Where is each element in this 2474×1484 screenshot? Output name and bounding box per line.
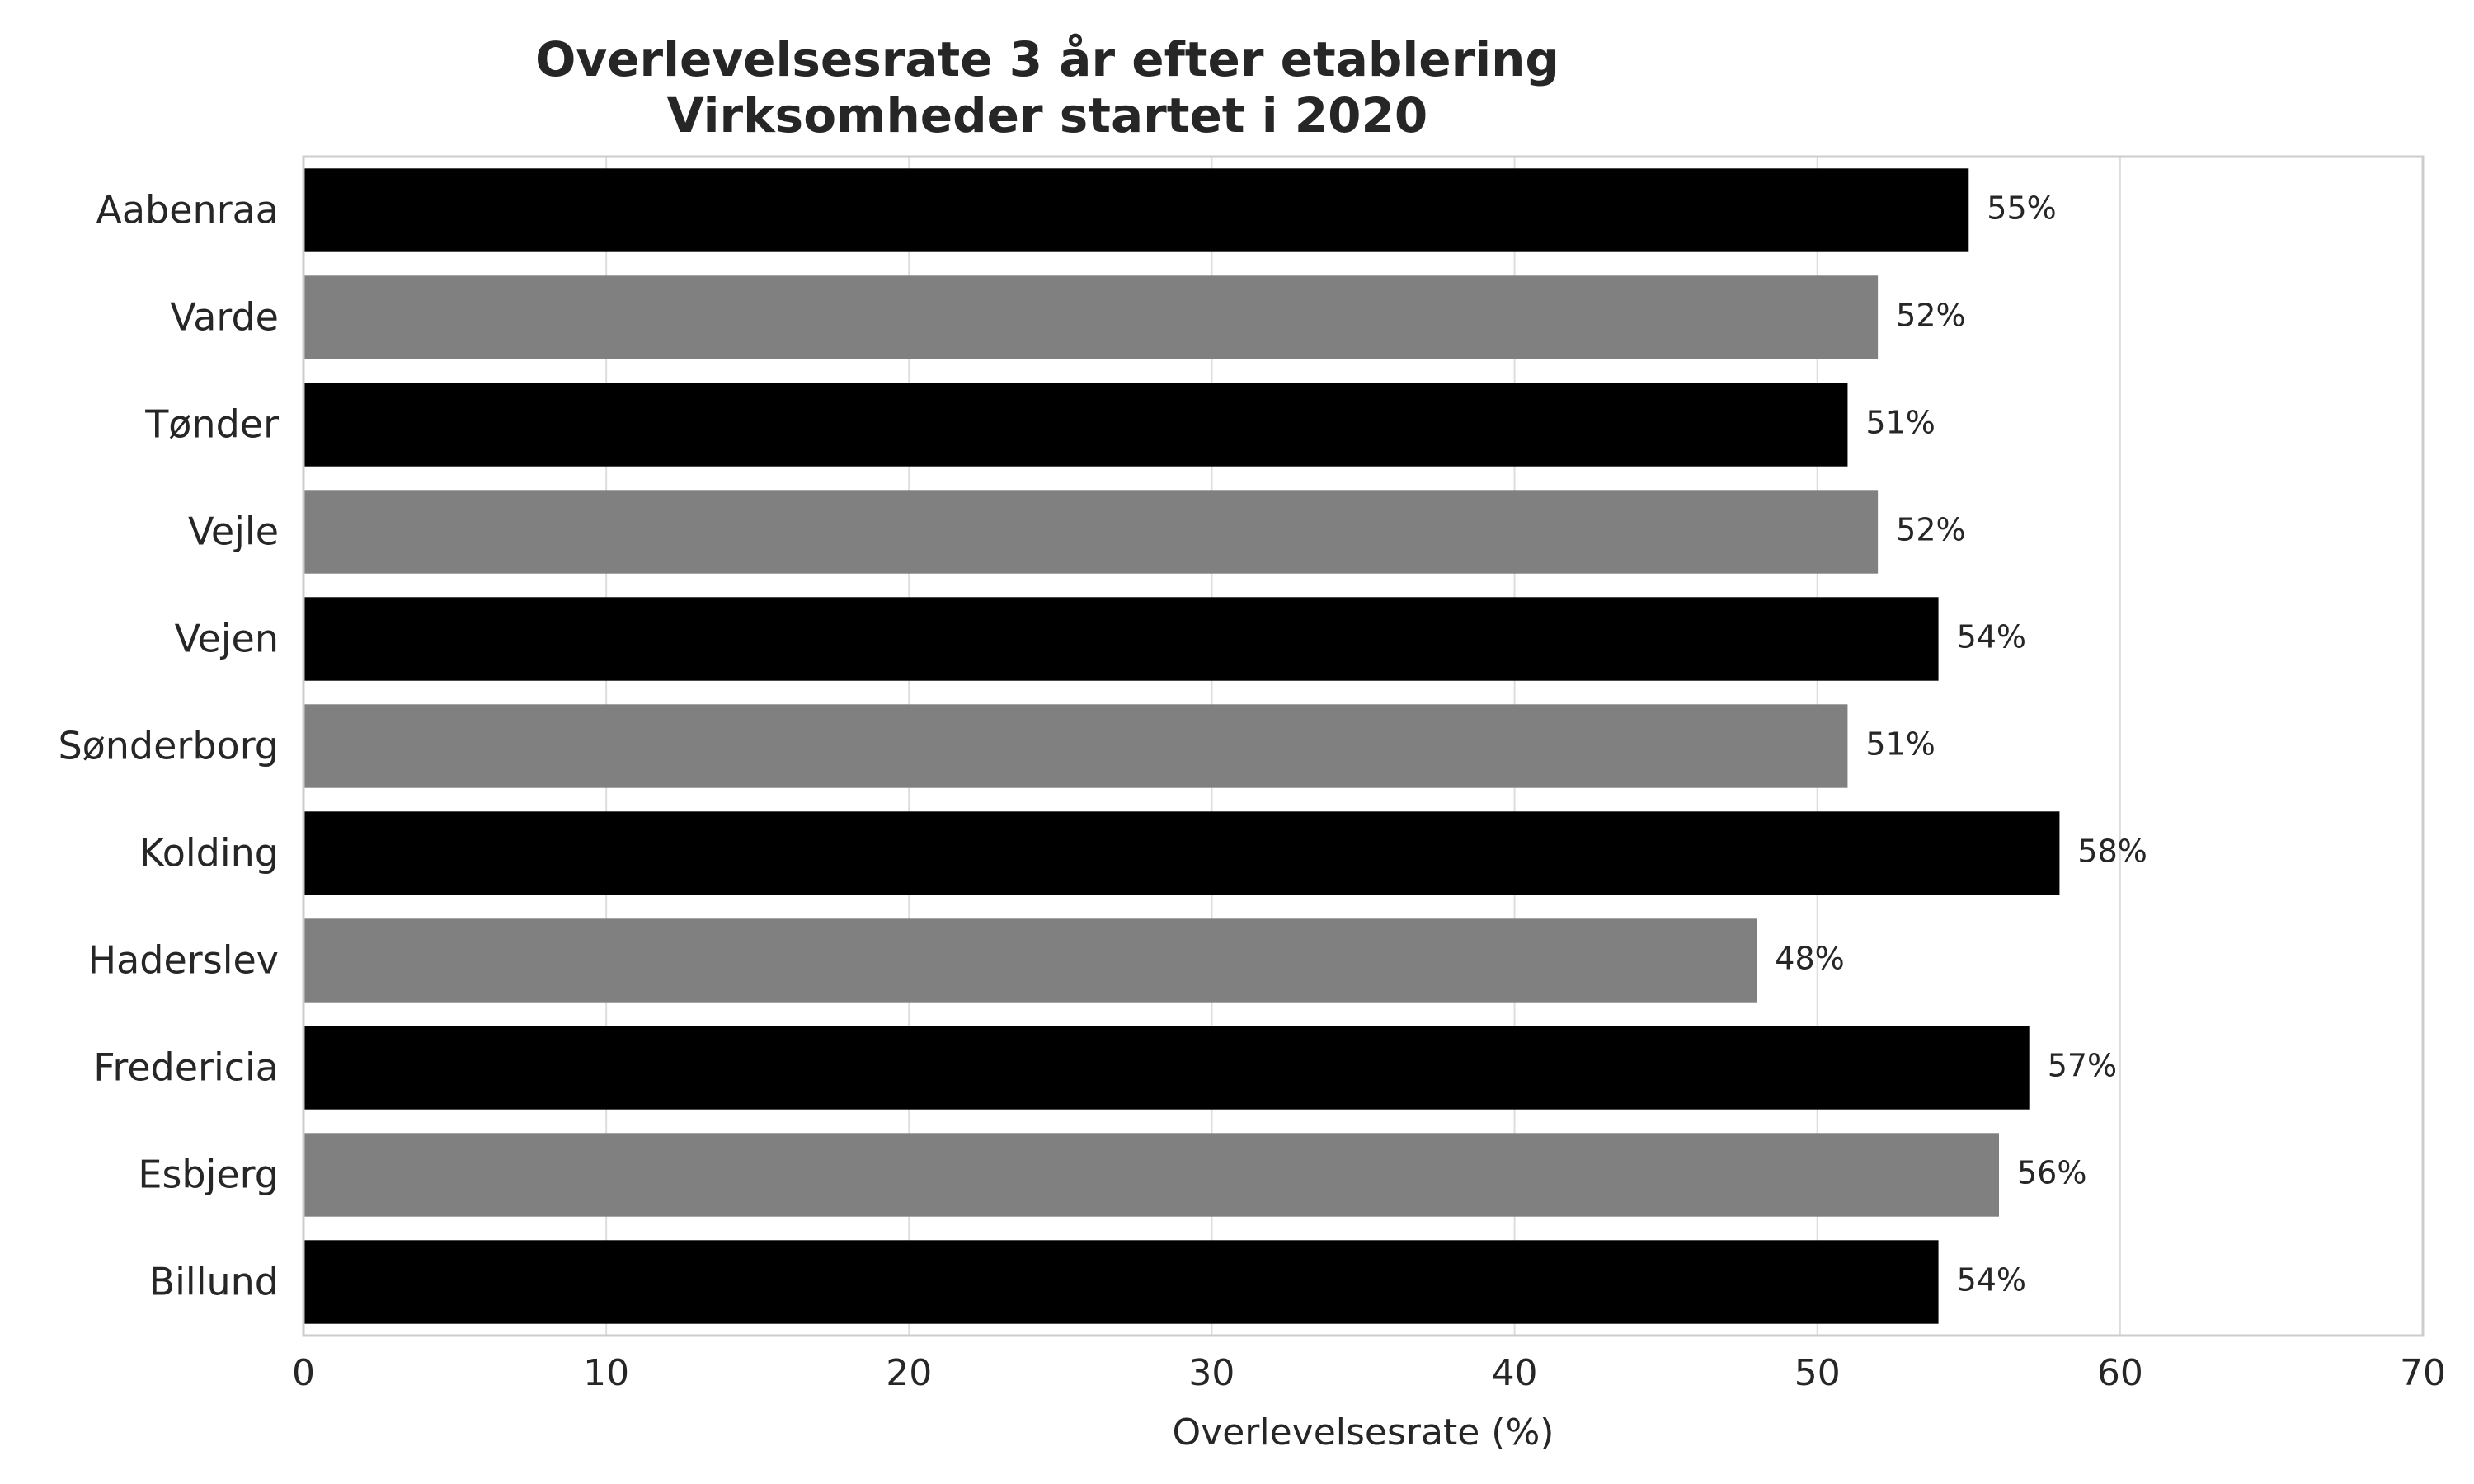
x-tick-label: 30 xyxy=(1188,1352,1235,1394)
data-label: 58% xyxy=(2077,834,2147,870)
bar-billund xyxy=(303,1240,1939,1324)
x-axis-label: Overlevelsesrate (%) xyxy=(1173,1411,1554,1453)
chart-subtitle: Virksomheder startet i 2020 xyxy=(667,87,1427,143)
bar-tønder xyxy=(303,383,1848,467)
bars xyxy=(303,168,2060,1324)
bar-aabenraa xyxy=(303,168,1969,252)
y-tick-label: Fredericia xyxy=(93,1045,279,1090)
x-tick-label: 60 xyxy=(2097,1352,2143,1394)
bar-varde xyxy=(303,275,1879,359)
plot-frame xyxy=(302,155,2425,1337)
y-axis-ticks: Aabenraa Varde Tønder Vejle Vejen Sønderborg K… xyxy=(58,188,279,1304)
data-label: 51% xyxy=(1865,405,1935,441)
bar-vejen xyxy=(303,597,1939,681)
y-tick-label: Vejen xyxy=(175,617,279,661)
chart-title: Overlevelsesrate 3 år efter etablering xyxy=(535,31,1559,87)
bar-kolding xyxy=(303,811,2060,895)
y-tick-label: Kolding xyxy=(139,831,279,876)
x-tick-label: 0 xyxy=(292,1352,315,1394)
y-tick-label: Sønderborg xyxy=(58,724,279,768)
y-tick-label: Esbjerg xyxy=(138,1153,279,1197)
data-label: 57% xyxy=(2048,1048,2117,1084)
bar-sønderborg xyxy=(303,704,1848,788)
x-tick-label: 40 xyxy=(1492,1352,1538,1394)
data-label: 52% xyxy=(1896,512,1965,548)
data-labels: 55% 52% 51% 52% 54% 51% 58% 48% 57% 56% 54% xyxy=(1775,190,2147,1298)
y-tick-label: Haderslev xyxy=(88,938,279,983)
data-label: 51% xyxy=(1865,726,1935,763)
bar-vejle xyxy=(303,490,1879,574)
y-tick-label: Vejle xyxy=(188,510,279,554)
x-tick-label: 50 xyxy=(1794,1352,1841,1394)
x-axis-ticks: 0 10 20 30 40 50 60 70 xyxy=(292,1352,2446,1394)
y-tick-label: Aabenraa xyxy=(96,188,279,232)
data-label: 56% xyxy=(2017,1155,2086,1191)
y-tick-label: Billund xyxy=(149,1260,279,1304)
bar-esbjerg xyxy=(303,1133,1999,1217)
data-label: 54% xyxy=(1957,619,2026,655)
data-label: 52% xyxy=(1896,298,1965,334)
x-tick-label: 70 xyxy=(2400,1352,2446,1394)
data-label: 55% xyxy=(1987,190,2056,227)
bar-fredericia xyxy=(303,1026,2030,1110)
bar-haderslev xyxy=(303,918,1757,1003)
data-label: 48% xyxy=(1775,941,1844,977)
y-tick-label: Varde xyxy=(170,295,279,340)
data-label: 54% xyxy=(1957,1262,2026,1298)
x-tick-label: 20 xyxy=(886,1352,932,1394)
y-tick-label: Tønder xyxy=(144,402,279,447)
x-tick-label: 10 xyxy=(583,1352,629,1394)
